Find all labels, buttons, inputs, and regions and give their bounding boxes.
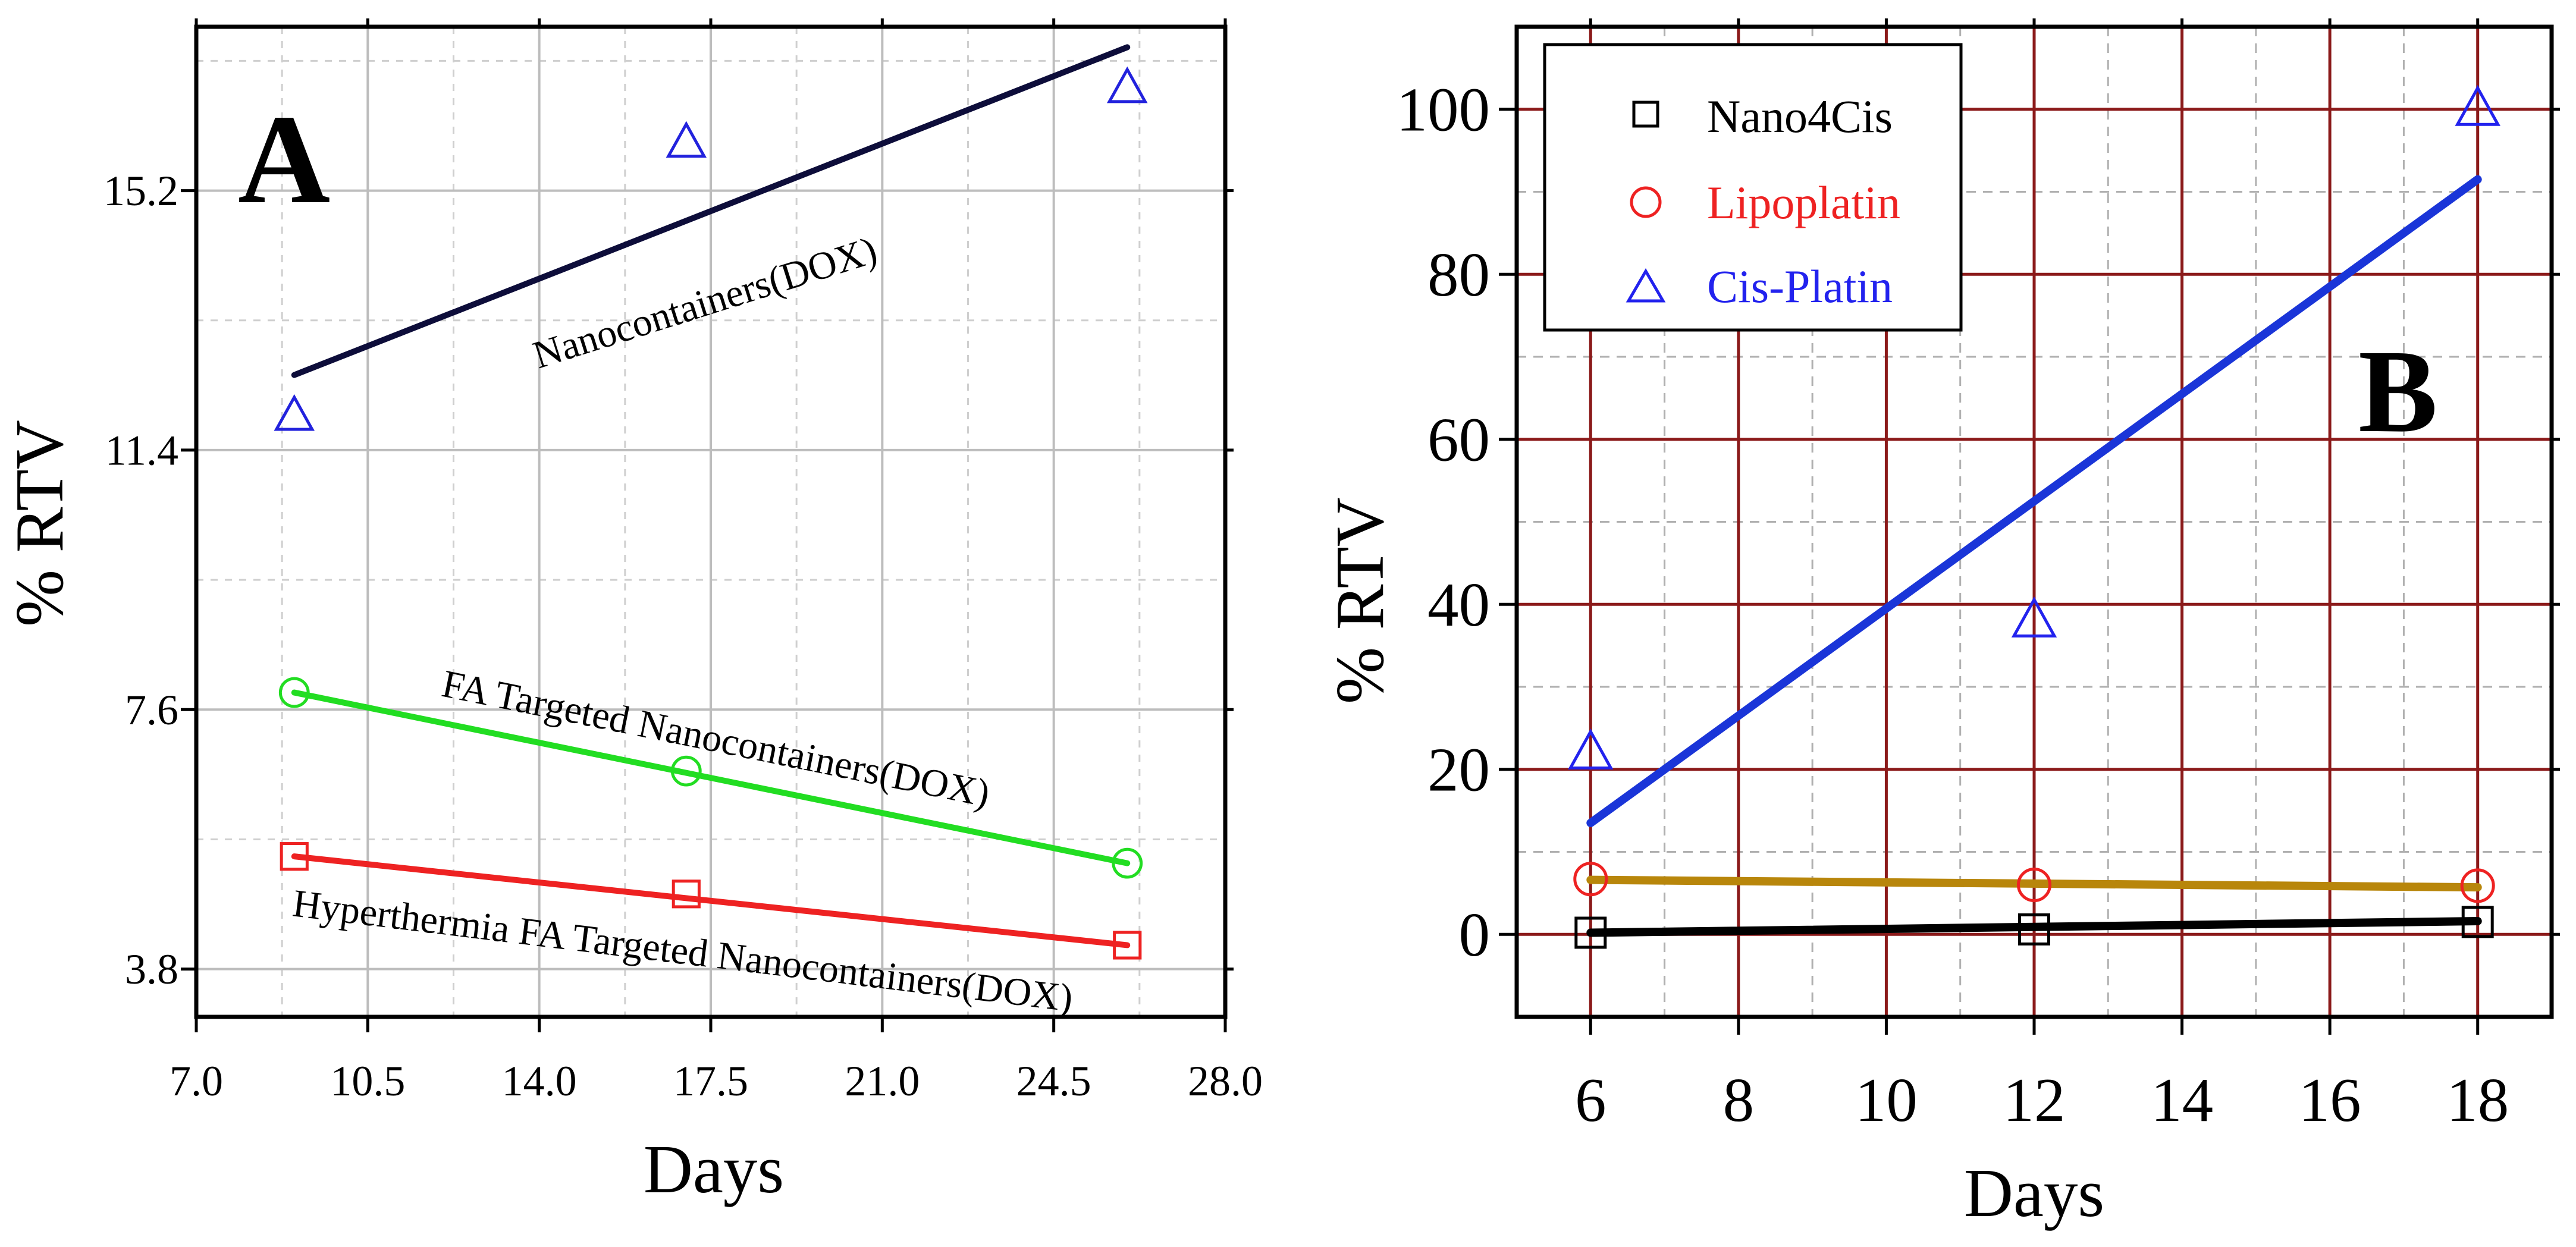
panel-b: 6 8 10 12 14 16 18 0 20 40 60 80 100 Nano4Cis Lipop… [1322, 18, 2560, 1231]
point-square-nano4cis [2461, 906, 2494, 938]
point-triangle-cis-platin [2455, 84, 2500, 126]
point-square-nano4cis [2018, 913, 2050, 946]
fit-line-lipoplatin [1586, 875, 2482, 892]
fit-line-nano4cis [1586, 917, 2482, 937]
y-tick-label: 40 [1427, 570, 1490, 639]
panel-b-x-tick-labels: 6 8 10 12 14 16 18 [1575, 1065, 2509, 1135]
panel-a-y-axis-label: % RTV [2, 420, 77, 627]
panel-b-label: B [2358, 326, 2437, 457]
x-tick-label: 10 [1855, 1065, 1918, 1135]
fit-line-nanocontainers-dox [291, 44, 1131, 378]
point-triangle-nanocontainers-dox [666, 121, 707, 158]
x-tick-label: 12 [2003, 1065, 2066, 1135]
point-triangle-nanocontainers-dox [1106, 66, 1148, 103]
legend-entry-nano4cis: Nano4Cis [1632, 90, 1893, 142]
panel-a-x-tick-labels: 7.0 10.5 14.0 17.5 21.0 24.5 28.0 [170, 1057, 1263, 1105]
y-tick-label: 20 [1427, 734, 1490, 804]
x-tick-label: 14.0 [502, 1057, 577, 1105]
panel-b-markers [1568, 84, 2500, 949]
point-triangle-cis-platin [2011, 596, 2057, 637]
panel-a-x-axis-label: Days [644, 1132, 784, 1207]
x-tick-label: 8 [1723, 1065, 1755, 1135]
y-tick-label: 15.2 [103, 167, 178, 215]
panel-a-fit-lines [291, 44, 1131, 948]
x-tick-label: 7.0 [170, 1057, 223, 1105]
x-tick-label: 14 [2151, 1065, 2213, 1135]
x-tick-label: 24.5 [1016, 1057, 1091, 1105]
y-tick-label: 11.4 [105, 426, 178, 474]
y-tick-label: 100 [1397, 74, 1491, 144]
point-square-hyperthermia-fa-targeted-nanocontainers-dox [1113, 931, 1142, 960]
x-tick-label: 21.0 [845, 1057, 920, 1105]
fit-line-hyperthermia-fa-targeted-nanocontainers-dox [291, 853, 1131, 948]
y-tick-label: 80 [1427, 240, 1490, 309]
panel-b-x-axis-label: Days [1964, 1155, 2104, 1231]
legend-square-marker [1632, 100, 1659, 128]
legend-label-nano4cis: Nano4Cis [1707, 90, 1893, 142]
point-square-hyperthermia-fa-targeted-nanocontainers-dox [672, 880, 701, 909]
legend: Nano4Cis Lipoplatin Cis-Platin [1543, 43, 1963, 332]
point-square-hyperthermia-fa-targeted-nanocontainers-dox [280, 842, 309, 871]
legend-box [1543, 43, 1963, 332]
legend-label-cis-platin: Cis-Platin [1707, 260, 1893, 312]
panel-b-y-axis-label: % RTV [1322, 497, 1398, 704]
panel-a-label: A [238, 88, 330, 230]
point-circle-fa-targeted-nanocontainers-dox [278, 677, 310, 708]
panel-a-markers [274, 66, 1148, 960]
y-tick-label: 0 [1459, 900, 1491, 969]
y-tick-label: 60 [1427, 404, 1490, 474]
legend-triangle-marker [1626, 268, 1666, 303]
panel-b-ticks [1499, 18, 2560, 1035]
x-tick-label: 17.5 [673, 1057, 748, 1105]
point-circle-fa-targeted-nanocontainers-dox [670, 755, 702, 787]
fit-line-cis-platin [1586, 175, 2482, 827]
legend-entry-lipoplatin: Lipoplatin [1630, 177, 1900, 228]
x-tick-label: 16 [2299, 1065, 2361, 1135]
panel-a-y-tick-labels: 3.8 7.6 11.4 15.2 [103, 167, 178, 993]
legend-label-lipoplatin: Lipoplatin [1707, 177, 1900, 228]
panel-a-grid [196, 27, 1225, 1017]
point-square-nano4cis [1574, 916, 1607, 949]
point-circle-lipoplatin [2460, 868, 2495, 903]
point-circle-fa-targeted-nanocontainers-dox [1112, 847, 1143, 879]
point-triangle-nanocontainers-dox [274, 394, 315, 431]
legend-circle-marker [1630, 186, 1662, 218]
panel-a-ticks [181, 18, 1234, 1032]
y-tick-label: 7.6 [125, 686, 178, 734]
x-tick-label: 10.5 [330, 1057, 405, 1105]
y-tick-label: 3.8 [125, 946, 178, 993]
point-triangle-cis-platin [1568, 728, 1614, 769]
x-tick-label: 18 [2446, 1065, 2509, 1135]
x-tick-label: 6 [1575, 1065, 1607, 1135]
panel-b-fit-lines [1586, 175, 2482, 937]
legend-entry-cis-platin: Cis-Platin [1626, 260, 1893, 312]
fit-line-fa-targeted-nanocontainers-dox [291, 689, 1131, 866]
point-circle-lipoplatin [2016, 867, 2052, 903]
x-tick-label: 28.0 [1188, 1057, 1263, 1105]
panel-b-y-tick-labels: 0 20 40 60 80 100 [1397, 74, 1491, 969]
point-circle-lipoplatin [1573, 862, 1608, 897]
